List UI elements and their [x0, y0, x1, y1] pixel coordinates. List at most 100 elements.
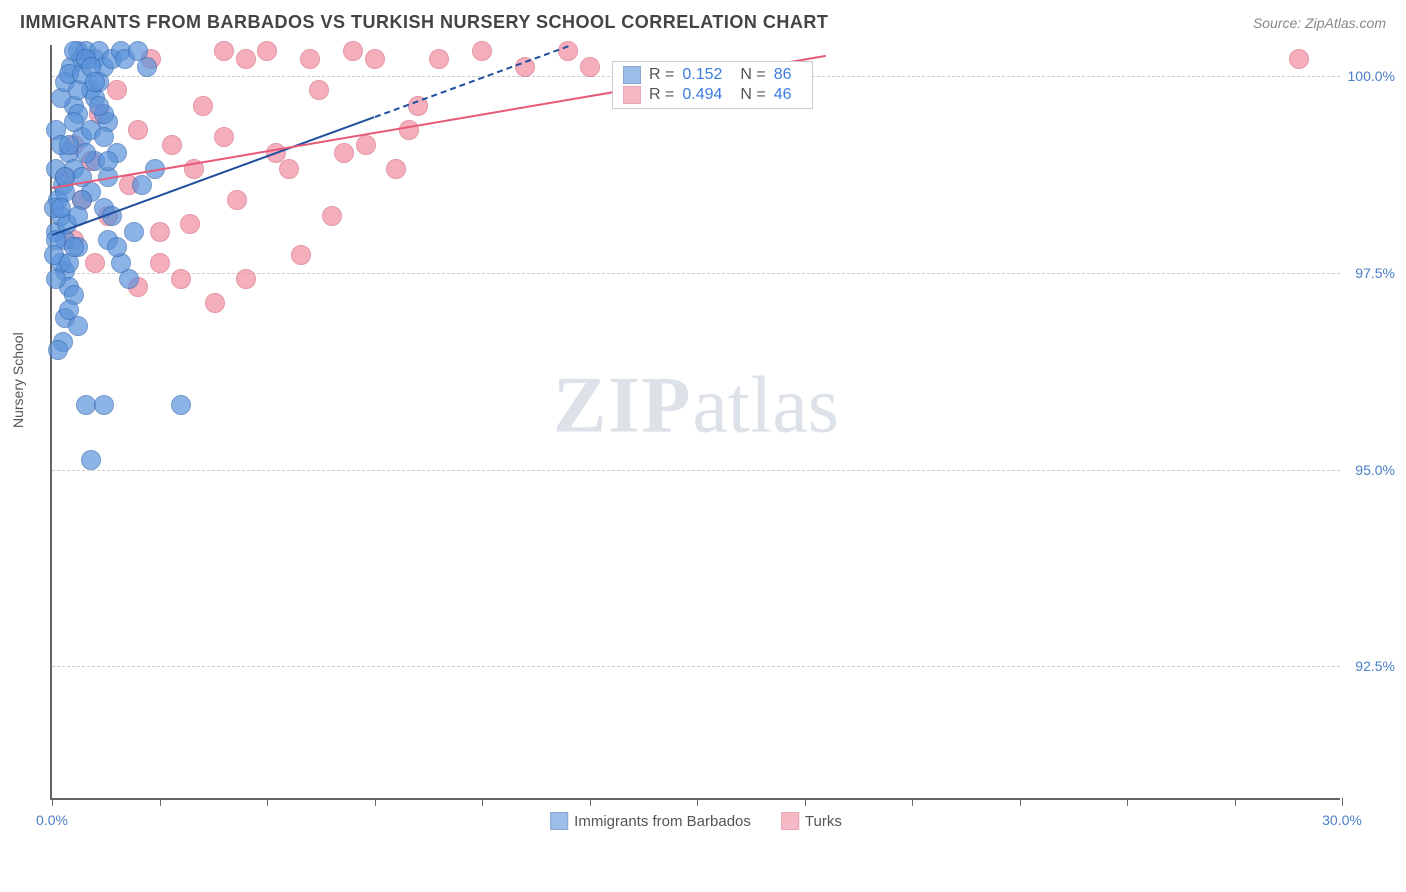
- legend-swatch: [550, 812, 568, 830]
- x-tick: [1020, 798, 1021, 806]
- scatter-point-turks: [162, 135, 182, 155]
- n-value: 86: [774, 66, 792, 84]
- scatter-point-barbados: [64, 112, 84, 132]
- scatter-point-turks: [257, 41, 277, 61]
- scatter-point-barbados: [171, 395, 191, 415]
- scatter-point-barbados: [59, 135, 79, 155]
- gridline: [52, 470, 1340, 471]
- scatter-point-turks: [85, 253, 105, 273]
- legend-swatch: [623, 66, 641, 84]
- x-tick: [912, 798, 913, 806]
- source-name: ZipAtlas.com: [1305, 15, 1386, 31]
- scatter-point-turks: [322, 206, 342, 226]
- scatter-point-turks: [580, 57, 600, 77]
- legend-row-turks: R = 0.494 N = 46: [623, 86, 802, 104]
- x-tick: [52, 798, 53, 806]
- legend-label: Immigrants from Barbados: [574, 813, 751, 830]
- scatter-point-turks: [558, 41, 578, 61]
- n-label: N =: [740, 86, 765, 104]
- scatter-point-turks: [236, 269, 256, 289]
- scatter-point-turks: [365, 49, 385, 69]
- scatter-point-barbados: [124, 222, 144, 242]
- scatter-point-barbados: [94, 127, 114, 147]
- watermark: ZIPatlas: [553, 361, 839, 452]
- scatter-point-barbados: [98, 151, 118, 171]
- scatter-point-turks: [334, 143, 354, 163]
- x-tick: [1342, 798, 1343, 806]
- scatter-point-turks: [1289, 49, 1309, 69]
- x-tick: [1235, 798, 1236, 806]
- scatter-chart: ZIPatlas 92.5%95.0%97.5%100.0%0.0%30.0%R…: [50, 45, 1340, 800]
- scatter-point-barbados: [81, 450, 101, 470]
- chart-header: IMMIGRANTS FROM BARBADOS VS TURKISH NURS…: [0, 0, 1406, 41]
- chart-title: IMMIGRANTS FROM BARBADOS VS TURKISH NURS…: [20, 12, 828, 33]
- y-axis-title: Nursery School: [10, 332, 26, 428]
- scatter-point-turks: [193, 96, 213, 116]
- scatter-point-barbados: [68, 316, 88, 336]
- scatter-point-turks: [429, 49, 449, 69]
- gridline: [52, 666, 1340, 667]
- n-label: N =: [740, 66, 765, 84]
- scatter-point-barbados: [89, 96, 109, 116]
- x-tick: [482, 798, 483, 806]
- scatter-point-turks: [236, 49, 256, 69]
- x-tick: [375, 798, 376, 806]
- x-tick: [1127, 798, 1128, 806]
- x-tick-label: 0.0%: [36, 812, 68, 828]
- x-tick: [697, 798, 698, 806]
- scatter-point-barbados: [48, 340, 68, 360]
- scatter-point-barbados: [85, 72, 105, 92]
- legend-row-barbados: R = 0.152 N = 86: [623, 66, 802, 84]
- n-value: 46: [774, 86, 792, 104]
- scatter-point-turks: [343, 41, 363, 61]
- r-value: 0.494: [682, 86, 722, 104]
- legend-swatch: [781, 812, 799, 830]
- scatter-point-barbados: [94, 395, 114, 415]
- scatter-point-barbados: [107, 237, 127, 257]
- r-label: R =: [649, 66, 674, 84]
- x-tick: [805, 798, 806, 806]
- scatter-point-turks: [128, 120, 148, 140]
- watermark-bold: ZIP: [553, 362, 692, 450]
- trend-line: [374, 45, 568, 118]
- correlation-legend: R = 0.152 N = 86 R = 0.494 N = 46: [612, 61, 813, 109]
- scatter-point-turks: [472, 41, 492, 61]
- y-tick-label: 97.5%: [1355, 265, 1395, 281]
- scatter-point-turks: [180, 214, 200, 234]
- scatter-point-turks: [150, 222, 170, 242]
- y-tick-label: 95.0%: [1355, 462, 1395, 478]
- scatter-point-turks: [150, 253, 170, 273]
- x-tick: [160, 798, 161, 806]
- scatter-point-turks: [227, 190, 247, 210]
- scatter-point-barbados: [137, 57, 157, 77]
- x-tick-label: 30.0%: [1322, 812, 1362, 828]
- scatter-point-turks: [309, 80, 329, 100]
- y-tick-label: 100.0%: [1348, 68, 1395, 84]
- scatter-point-turks: [386, 159, 406, 179]
- source-prefix: Source:: [1253, 15, 1305, 31]
- legend-entry-barbados: Immigrants from Barbados: [550, 812, 751, 830]
- legend-label: Turks: [805, 813, 842, 830]
- r-value: 0.152: [682, 66, 722, 84]
- x-tick: [267, 798, 268, 806]
- scatter-point-turks: [399, 120, 419, 140]
- scatter-point-turks: [279, 159, 299, 179]
- legend-entry-turks: Turks: [781, 812, 842, 830]
- x-tick: [590, 798, 591, 806]
- watermark-light: atlas: [692, 362, 839, 450]
- scatter-point-barbados: [76, 143, 96, 163]
- scatter-point-turks: [205, 293, 225, 313]
- scatter-point-turks: [291, 245, 311, 265]
- r-label: R =: [649, 86, 674, 104]
- scatter-point-turks: [171, 269, 191, 289]
- scatter-point-turks: [107, 80, 127, 100]
- y-tick-label: 92.5%: [1355, 658, 1395, 674]
- scatter-point-barbados: [64, 237, 84, 257]
- scatter-point-turks: [300, 49, 320, 69]
- scatter-point-turks: [214, 41, 234, 61]
- series-legend: Immigrants from Barbados Turks: [550, 812, 842, 830]
- legend-swatch: [623, 86, 641, 104]
- scatter-point-barbados: [51, 198, 71, 218]
- scatter-point-turks: [356, 135, 376, 155]
- scatter-point-turks: [214, 127, 234, 147]
